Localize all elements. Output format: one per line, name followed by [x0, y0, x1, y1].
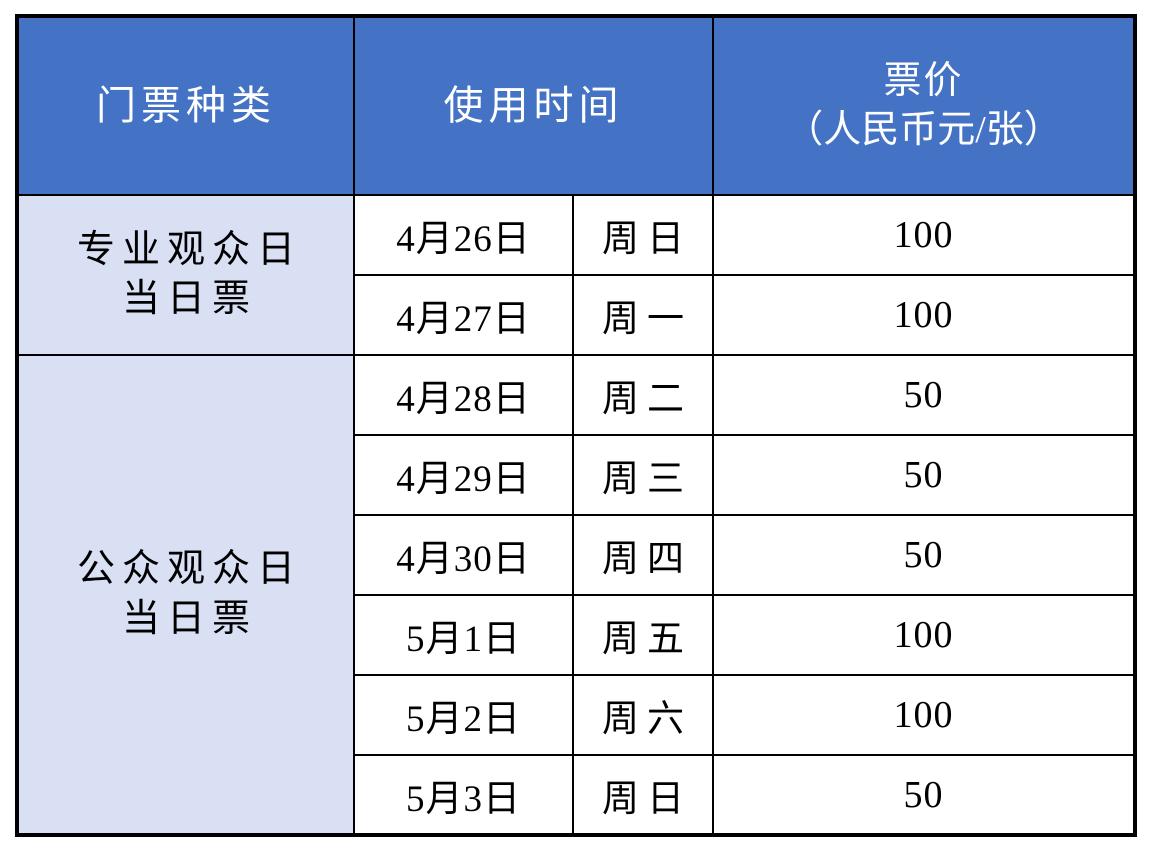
date-cell: 5月3日	[353, 754, 574, 836]
weekday-cell: 周日	[572, 194, 714, 276]
weekday-cell: 周日	[572, 754, 714, 836]
ticket-price-table-container: 门票种类 使用时间 票价 （人民币元/张） 专业观众日 当日票 4月26日 周	[15, 14, 1137, 837]
date-cell: 4月29日	[353, 434, 574, 516]
table-row: 5月2日 周六 100	[17, 674, 1136, 756]
table-row: 5月3日 周日 50	[17, 754, 1136, 836]
table-row: 5月1日 周五 100	[17, 594, 1136, 676]
price-cell: 100	[712, 274, 1136, 356]
weekday-cell: 周四	[572, 514, 714, 596]
table-row: 专业观众日 当日票 4月26日 周日 100	[16, 194, 1136, 356]
ticket-type-line2: 当日票	[121, 597, 257, 640]
price-cell: 100	[712, 194, 1136, 276]
table-row: 4月29日 周三 50	[17, 434, 1136, 516]
date-cell: 4月26日	[353, 194, 574, 276]
weekday-cell: 周六	[572, 674, 714, 756]
price-cell: 50	[712, 754, 1136, 836]
ticket-type-line1: 专业观众日	[76, 228, 302, 271]
price-cell: 100	[712, 594, 1136, 676]
date-cell: 5月1日	[353, 594, 574, 676]
ticket-price-table: 门票种类 使用时间 票价 （人民币元/张） 专业观众日 当日票 4月26日 周	[15, 14, 1137, 837]
column-header-ticket-type: 门票种类	[16, 15, 355, 196]
ticket-type-cell-public: 公众观众日 当日票	[16, 354, 355, 836]
column-header-price-unit-label: （人民币元/张）	[785, 109, 1062, 151]
ticket-type-line1: 公众观众日	[76, 548, 302, 591]
date-cell: 5月2日	[353, 674, 574, 756]
column-header-usage-time-label: 使用时间	[443, 83, 624, 129]
column-header-price: 票价 （人民币元/张）	[712, 15, 1136, 196]
header-row: 门票种类 使用时间 票价 （人民币元/张）	[16, 15, 1136, 196]
price-cell: 50	[712, 434, 1136, 516]
date-cell: 4月27日	[353, 274, 574, 356]
ticket-type-cell-professional: 专业观众日 当日票	[16, 194, 355, 356]
table-body: 专业观众日 当日票 4月26日 周日 100 4月27日 周一 100 公众观众…	[16, 194, 1136, 836]
date-cell: 4月30日	[353, 514, 574, 596]
table-row: 公众观众日 当日票 4月28日 周二 50	[16, 354, 1136, 836]
weekday-cell: 周二	[572, 354, 714, 436]
weekday-cell: 周一	[572, 274, 714, 356]
date-cell: 4月28日	[353, 354, 574, 436]
table-header: 门票种类 使用时间 票价 （人民币元/张）	[16, 15, 1136, 196]
table-row: 4月27日 周一 100	[17, 274, 1136, 356]
weekday-cell: 周五	[572, 594, 714, 676]
price-cell: 100	[712, 674, 1136, 756]
table-row: 4月30日 周四 50	[17, 514, 1136, 596]
column-header-ticket-type-label: 门票种类	[96, 83, 276, 129]
column-header-usage-time: 使用时间	[353, 15, 714, 196]
price-cell: 50	[712, 354, 1136, 436]
price-cell: 50	[712, 514, 1136, 596]
ticket-type-line2: 当日票	[121, 278, 257, 320]
weekday-cell: 周三	[572, 434, 714, 516]
column-header-price-label: 票价	[883, 59, 964, 102]
